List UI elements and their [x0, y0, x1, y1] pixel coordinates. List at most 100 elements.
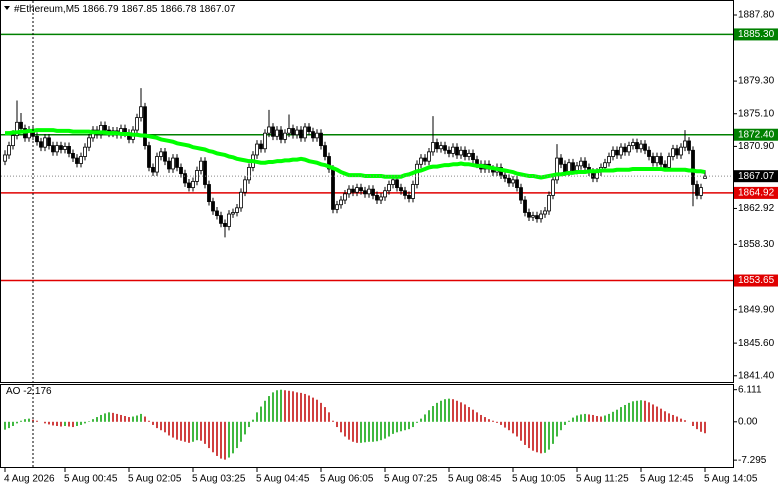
- candle-body: [643, 143, 647, 151]
- candle-body: [391, 179, 395, 185]
- candle-body: [135, 117, 139, 131]
- candle-body: [255, 143, 259, 156]
- last-high: 1867.85: [121, 4, 158, 15]
- candle-body: [167, 160, 171, 170]
- symbol: #Ethereum,M5: [14, 4, 80, 15]
- candle-body: [179, 166, 183, 175]
- candle-body: [503, 174, 507, 179]
- y-tick-label: 1858.30: [738, 239, 775, 250]
- candle-body: [163, 151, 167, 162]
- ao-header: AO -2.176: [6, 386, 52, 397]
- candle-body: [459, 149, 463, 156]
- candle-body: [455, 146, 459, 156]
- ao-name: AO: [6, 386, 21, 397]
- candle-body: [103, 125, 107, 131]
- candle-body: [359, 187, 363, 192]
- candle-body: [139, 106, 143, 119]
- candle-body: [83, 146, 87, 157]
- candle-body: [283, 132, 287, 140]
- level-label: 1864.92: [738, 188, 775, 199]
- candle-body: [531, 215, 535, 218]
- candle-body: [631, 142, 635, 147]
- candle-body: [39, 141, 43, 148]
- candle-body: [543, 210, 547, 215]
- candle-body: [527, 212, 531, 218]
- candle-body: [291, 128, 295, 136]
- candle-body: [219, 215, 223, 224]
- level-label-box: [734, 128, 778, 141]
- candle-body: [143, 106, 147, 147]
- candle-body: [67, 146, 71, 154]
- candle-body: [667, 156, 671, 168]
- x-tick-label: 5 Aug 08:45: [448, 474, 502, 485]
- menu-arrow: [4, 6, 10, 10]
- y-tick-label: 1887.80: [738, 10, 775, 21]
- candle-body: [311, 131, 315, 139]
- candle-body: [43, 137, 47, 148]
- candle-body: [263, 132, 267, 150]
- candle-body: [71, 152, 75, 159]
- candle-body: [451, 146, 455, 154]
- candle-body: [355, 187, 359, 193]
- candle-body: [347, 188, 351, 195]
- candle-body: [327, 156, 331, 170]
- candle-body: [303, 126, 307, 139]
- x-tick-label: 5 Aug 10:05: [512, 474, 566, 485]
- candle-body: [691, 149, 695, 185]
- candle-body: [79, 156, 83, 164]
- candle-body: [155, 156, 159, 173]
- candle-body: [651, 156, 655, 164]
- level-label: 1885.30: [738, 29, 775, 40]
- moving-average: [5, 128, 706, 180]
- current-price-box: [734, 170, 778, 183]
- candle-body: [3, 154, 7, 162]
- candle-body: [439, 145, 443, 150]
- candle-body: [191, 180, 195, 189]
- x-tick-label: 5 Aug 00:45: [64, 474, 118, 485]
- candle-body: [387, 184, 391, 192]
- candle-body: [551, 179, 555, 196]
- candle-body: [239, 191, 243, 209]
- ao-last-value: -2.176: [23, 386, 52, 397]
- candle-body: [11, 135, 15, 147]
- candle-body: [187, 182, 191, 189]
- candle-body: [59, 145, 63, 150]
- candle-body: [223, 222, 227, 227]
- y-tick-label: 0.00: [738, 416, 758, 427]
- y-tick-label: 1870.90: [738, 141, 775, 152]
- x-tick-label: 4 Aug 2026: [4, 474, 55, 485]
- candle-body: [295, 129, 299, 136]
- candle-body: [47, 137, 51, 147]
- candle-body: [575, 165, 579, 171]
- level-label: 1872.40: [738, 129, 775, 140]
- candle-body: [535, 215, 539, 220]
- y-tick-label: 6.111: [738, 384, 762, 395]
- candle-body: [231, 212, 235, 215]
- candle-body: [159, 151, 163, 157]
- candle-body: [611, 149, 615, 157]
- candle-body: [363, 190, 367, 195]
- candle-body: [279, 129, 283, 140]
- candle-body: [431, 142, 435, 153]
- candle-body: [87, 137, 91, 148]
- y-tick-label: -7.295: [738, 455, 767, 466]
- candle-body: [315, 132, 319, 139]
- candle-body: [215, 210, 219, 217]
- last-low: 1866.78: [160, 4, 197, 15]
- level-label: 1853.65: [738, 275, 775, 286]
- candle-body: [55, 145, 59, 153]
- candle-body: [703, 175, 707, 179]
- candle-body: [679, 146, 683, 156]
- candle-body: [227, 213, 231, 227]
- candle-body: [75, 157, 79, 164]
- x-tick-label: 5 Aug 11:25: [576, 474, 629, 485]
- current-price-label: 1867.07: [738, 171, 775, 182]
- candle-body: [639, 143, 643, 150]
- x-tick-label: 5 Aug 02:05: [128, 474, 182, 485]
- candle-body: [319, 132, 323, 147]
- candle-body: [175, 157, 179, 168]
- level-label-box: [734, 28, 778, 41]
